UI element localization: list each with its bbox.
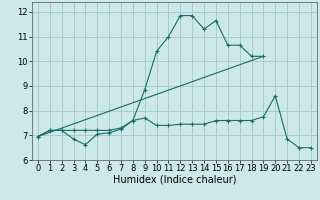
X-axis label: Humidex (Indice chaleur): Humidex (Indice chaleur) [113,175,236,185]
